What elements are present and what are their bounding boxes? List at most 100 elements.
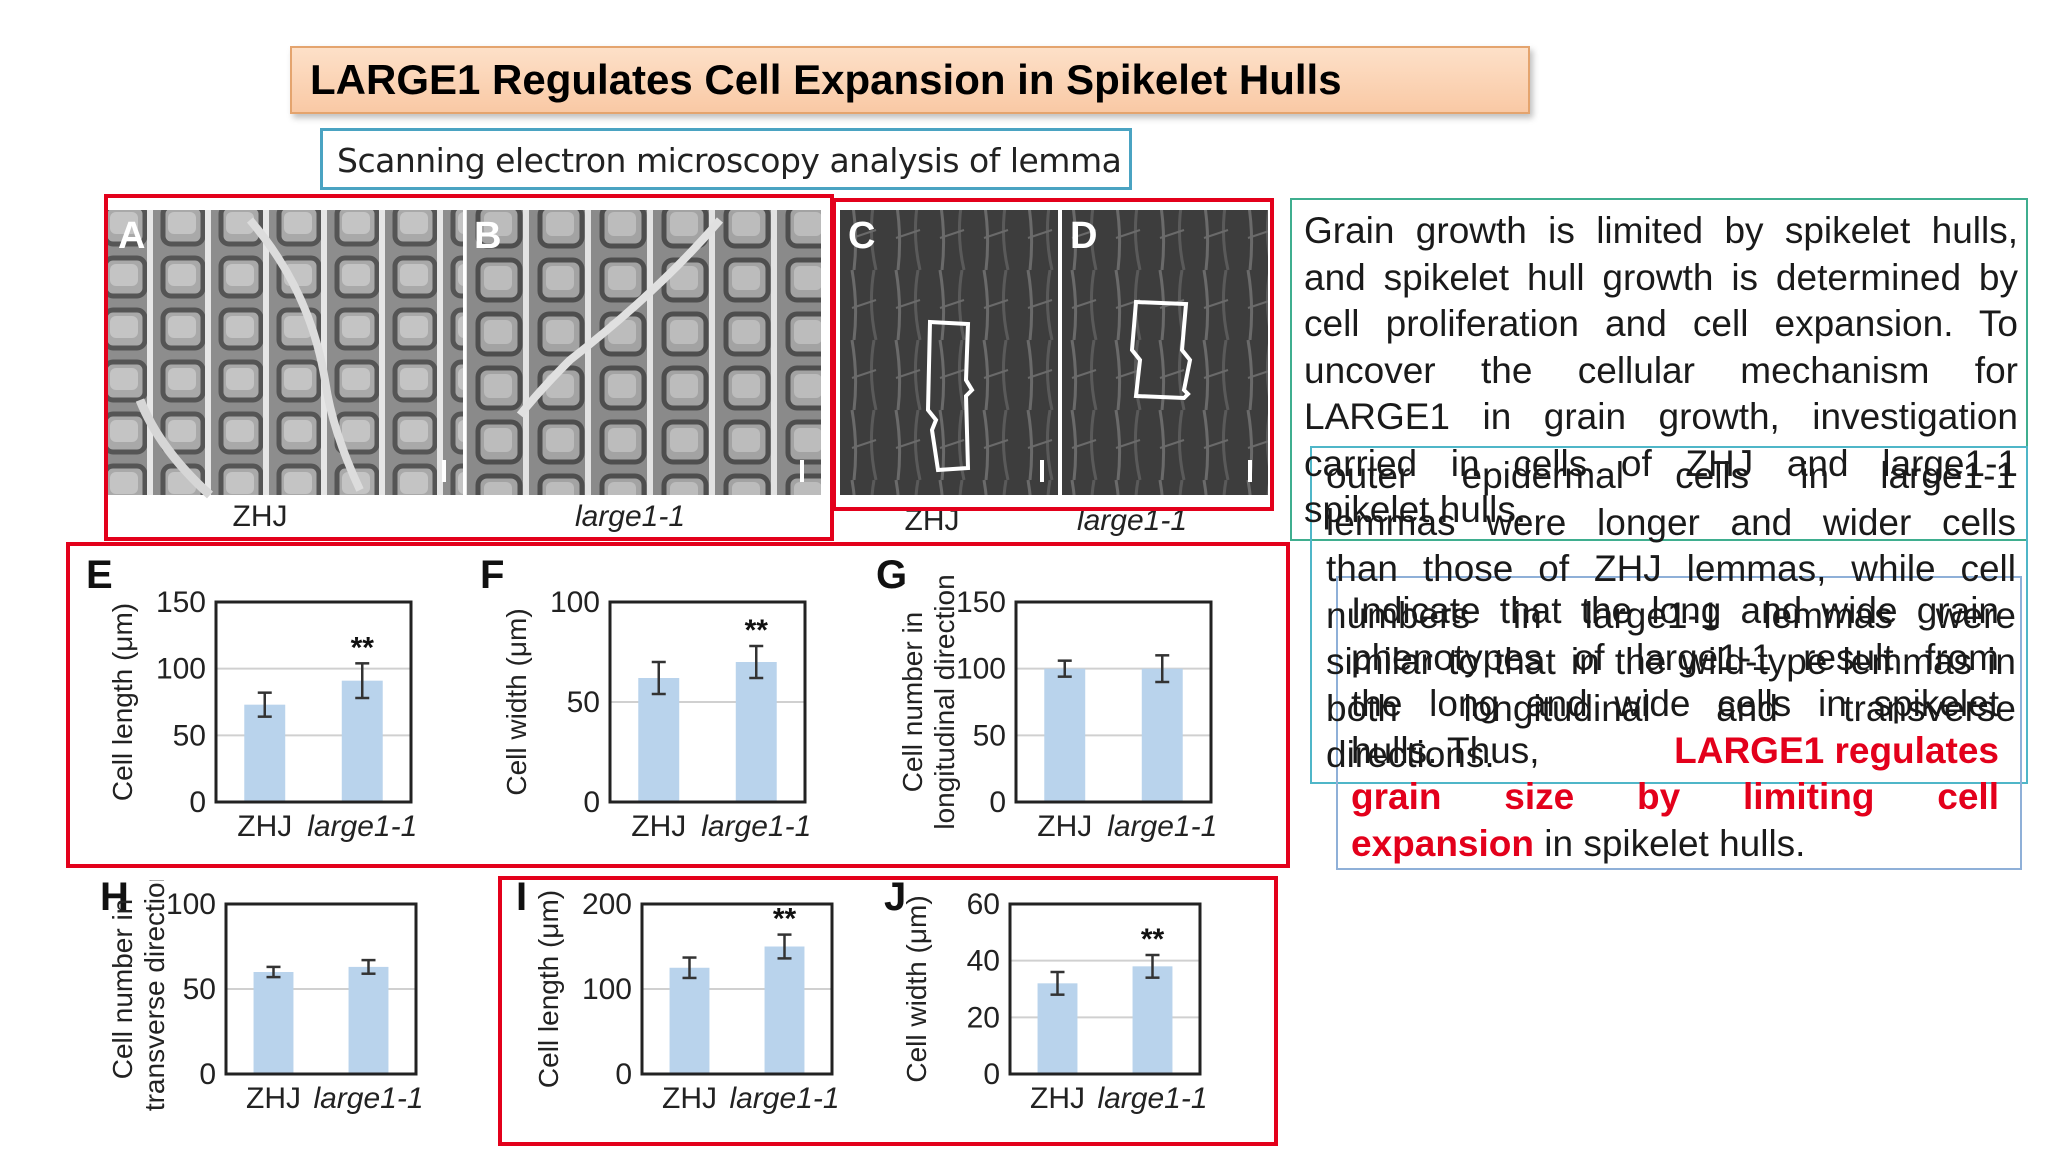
highlight-box-efg [66,542,1290,868]
y-tick-label: 100 [550,586,600,619]
significance-mark: ** [1141,923,1165,956]
y-tick-label: 100 [166,888,216,921]
panel-letter: H [100,880,129,919]
bar [1132,966,1173,1073]
para3-highlight-line: grain size by limiting cell [1351,776,1999,817]
y-axis-label: Cell number in [107,899,138,1080]
micrograph-label-A: ZHJ [233,500,288,533]
bar [764,946,805,1073]
x-tick-label: ZHJ [662,1082,717,1115]
y-tick-label: 0 [983,1058,1000,1091]
para1-line: carried in cells of ZHJ and large1-1 [1304,442,2018,484]
para3-highlight: LARGE1 regulates [1674,729,1999,771]
text-box-1 [1290,198,2028,541]
y-tick-label: 200 [582,888,632,921]
bar [638,678,680,801]
para2-line: than those of ZHJ lemmas, while cell [1326,548,2016,589]
y-tick-label: 60 [967,888,1000,921]
sem-figure: A B C D ZHJ large1-1 ZHJ large1-1 [108,210,1268,537]
text-box-3 [1336,576,2022,870]
panel-letter-A: A [118,215,145,257]
panel-letter: E [86,553,113,597]
para2-line: numbers in large1-1 lemmas were [1326,594,2016,636]
highlight-box-ab [104,194,834,541]
y-tick-label: 150 [956,586,1006,619]
slide-subtitle: Scanning electron microscopy analysis of… [337,141,1122,180]
y-axis-label: Cell number in [897,612,928,793]
y-tick-label: 100 [582,973,632,1006]
bar [669,967,710,1073]
panel-letter: I [516,880,527,919]
plot-frame [640,902,834,1076]
bar [348,966,389,1073]
para3-line: expansion in spikelet hulls. [1351,821,1999,868]
chart-G: G Cell number in longitudinal direction 0 50… [876,553,1217,843]
x-tick-label: ZHJ [631,810,686,843]
y-tick-label: 0 [615,1058,632,1091]
x-tick-label: large1-1 [1107,810,1217,843]
x-tick-label: ZHJ [1037,810,1092,843]
para3-line: hulls. Thus, LARGE1 regulates [1351,728,1999,775]
bar [1141,668,1183,801]
significance-mark: ** [351,631,375,664]
para3-highlight: expansion [1351,822,1534,864]
x-tick-label: large1-1 [307,810,417,843]
y-axis-label: longitudinal direction [929,574,960,829]
bar [1037,983,1078,1073]
chart-F: F Cell width (μm) 0 50 100 ZHJ ** large1-1 [480,553,811,843]
micrograph-label-B: large1-1 [575,500,685,533]
plot-frame [224,902,418,1076]
y-tick-label: 0 [189,786,206,819]
y-tick-label: 40 [967,945,1000,978]
panel-letter: F [480,553,504,597]
x-tick-label: large1-1 [1097,1082,1207,1115]
significance-mark: ** [745,614,769,647]
paragraph-conclusion: Indicate that the long and wide grain ph… [1351,588,1999,867]
plot-frame [214,600,413,804]
y-tick-label: 20 [967,1001,1000,1034]
chart-E: E Cell length (μm) 0 50 100 150 ZHJ ** large1-1 [86,553,417,843]
y-tick-label: 50 [973,719,1006,752]
slide-title: LARGE1 Regulates Cell Expansion in Spike… [310,56,1342,103]
bar [253,972,294,1073]
para2-line: lemmas were longer and wider cells [1326,501,2016,543]
para3-line: phenotypes of large1-1 result from [1351,636,1999,678]
x-tick-label: ZHJ [246,1082,301,1115]
bar [244,704,286,801]
y-axis-label: Cell width (μm) [501,608,532,795]
y-tick-label: 50 [173,719,206,752]
y-tick-label: 100 [956,653,1006,686]
y-axis-label: Cell length (μm) [107,603,138,801]
title-banner: LARGE1 Regulates Cell Expansion in Spike… [290,46,1530,114]
para3-line: Indicate that the long and wide grain [1351,590,1999,631]
y-axis-label: Cell width (μm) [901,895,932,1082]
para1-line: cell proliferation and cell expansion. T… [1304,303,2018,344]
y-tick-label: 100 [156,653,206,686]
plot-frame [608,600,807,804]
subtitle-box: Scanning electron microscopy analysis of… [320,128,1132,190]
y-tick-label: 0 [989,786,1006,819]
para1-line: Grain growth is limited by spikelet hull… [1304,210,2018,251]
y-tick-label: 150 [156,586,206,619]
y-tick-label: 50 [183,973,216,1006]
paragraph-results: outer epidermal cells in large1-1 lemmas… [1326,453,2016,779]
para3-text: in spikelet hulls. [1534,822,1806,864]
y-tick-label: 50 [567,686,600,719]
para1-line: LARGE1 in grain growth, investigation [1304,396,2018,437]
highlight-box-ij [498,876,1278,1146]
panel-letter: J [884,880,906,919]
para1-line: and spikelet hull growth is determined b… [1304,256,2018,298]
panel-letter: G [876,553,907,597]
y-axis-label: Cell length (μm) [533,890,564,1088]
bar [735,662,777,801]
y-tick-label: 0 [583,786,600,819]
x-tick-label: ZHJ [237,810,292,843]
highlight-box-cd [832,198,1274,511]
para1-line: uncover the cellular mechanism for [1304,349,2018,391]
bar [341,680,383,801]
para2-line: similar to that in the wild-type lemmas … [1326,641,2016,682]
x-tick-label: large1-1 [701,810,811,843]
para2-line: both longitudinal and transverse [1326,687,2016,729]
